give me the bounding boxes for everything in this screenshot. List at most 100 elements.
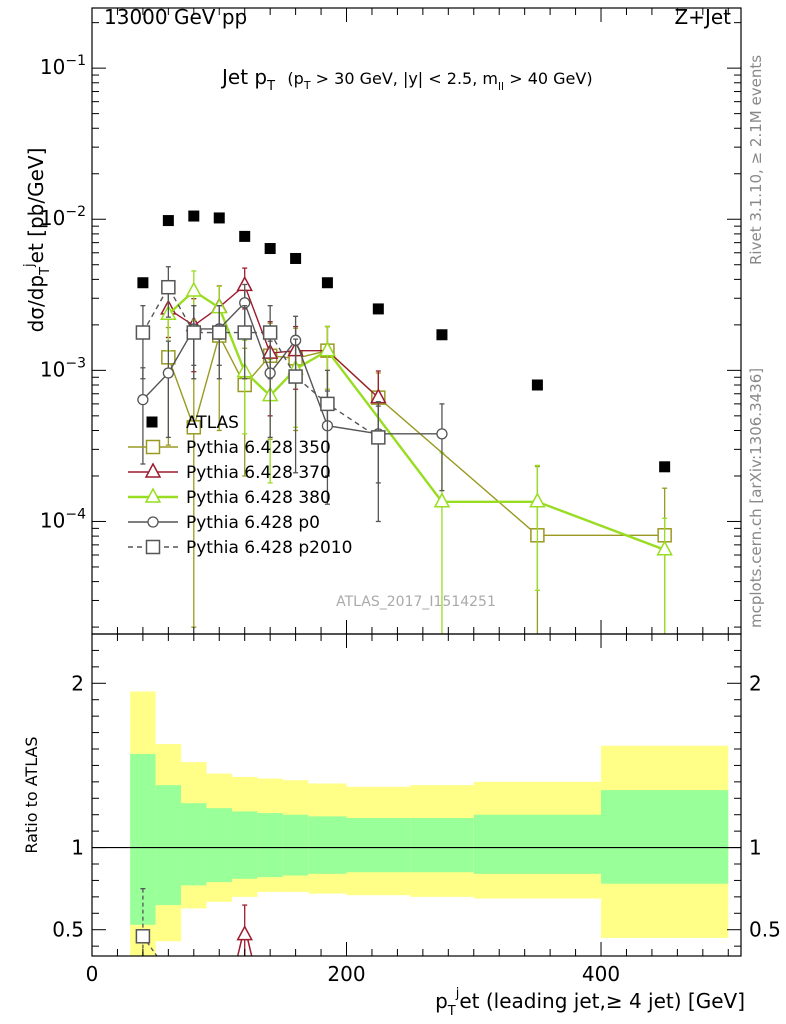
main-y-tick-label: 10−2 xyxy=(40,204,86,230)
legend-label: Pythia 6.428 380 xyxy=(186,488,331,508)
main-y-axis-label: dσ/dpTjet [pb/GeV] xyxy=(22,148,53,333)
plot-title-rest2: > 30 GeV, |y| < 2.5, m xyxy=(311,69,498,88)
atlas-data-point xyxy=(659,461,671,473)
atlas-data-point xyxy=(137,277,149,289)
legend-item: Pythia 6.428 p2010 xyxy=(128,538,352,558)
data-point xyxy=(262,325,278,340)
stat-uncertainty-band-bin xyxy=(181,803,207,886)
series-line xyxy=(142,301,442,435)
legend-item: Pythia 6.428 p0 xyxy=(128,513,320,533)
main-y-tick-label: 10−3 xyxy=(40,355,86,381)
legend-label: Pythia 6.428 p0 xyxy=(186,513,320,533)
x-tick-label: 200 xyxy=(327,962,365,986)
mcplots-label: mcplots.cern.ch [arXiv:1306.3436] xyxy=(747,368,765,628)
main-y-tick-label: 10−1 xyxy=(40,53,86,79)
ratio-y-tick-label-right: 0.5 xyxy=(749,918,781,942)
axes xyxy=(91,7,742,957)
plot-title-main: Jet p xyxy=(220,65,267,89)
ratio-bands xyxy=(92,691,741,956)
ratio-pythia-6-428-370 xyxy=(236,904,253,957)
data-point xyxy=(186,325,202,340)
legend-item-atlas: ATLAS xyxy=(146,413,239,433)
ratio-y-tick-label-left: 1 xyxy=(71,836,84,860)
stat-uncertainty-band-bin xyxy=(231,811,258,879)
legend-label: Pythia 6.428 350 xyxy=(186,438,331,458)
atlas-data-point xyxy=(321,277,333,289)
ratio-y-tick-label-right: 1 xyxy=(749,836,762,860)
ratio-y-axis-label: Ratio to ATLAS xyxy=(22,736,41,853)
atlas-data-point xyxy=(239,230,251,242)
header-right: Z+Jet xyxy=(674,5,731,29)
svg-text:Jet pT (pT > 30 GeV, |y|: Jet pT (pT > 30 GeV, |y| < 2.5, mll > 40… xyxy=(220,65,593,95)
ticks: 10−4 10−3 10−2 10−1 0 200 400 0.5 0.5 1 1 2 2 xyxy=(40,8,781,986)
series-line xyxy=(142,285,379,438)
data-point xyxy=(288,369,303,384)
plot-title-rest: (p xyxy=(287,69,303,88)
legend-item: Pythia 6.428 350 xyxy=(128,438,331,458)
stat-uncertainty-band-bin xyxy=(282,814,309,876)
atlas-data-point xyxy=(162,215,174,227)
header-left: 13000 GeV pp xyxy=(104,5,247,29)
series-atlas-data xyxy=(137,210,671,473)
legend-label: Pythia 6.428 370 xyxy=(186,463,331,483)
ratio-plot-marks xyxy=(135,887,253,957)
ratio-y-tick-label-left: 0.5 xyxy=(52,918,84,942)
data-point xyxy=(137,393,149,406)
legend-marker xyxy=(146,416,158,428)
atlas-data-point xyxy=(188,210,200,222)
data-point xyxy=(371,430,386,445)
main-y-tick-label: 10−4 xyxy=(40,506,86,532)
legend: ATLAS Pythia 6.428 350 Pythia 6.428 370 Pyt… xyxy=(128,413,352,558)
ratio-frame xyxy=(91,633,742,957)
data-point xyxy=(529,492,546,508)
plot-title: Jet pT (pT > 30 GeV, |y| < 2.5, mll > 40… xyxy=(220,65,593,95)
ratio-data-point xyxy=(135,929,151,944)
main-plot-marks xyxy=(135,210,673,634)
legend-marker xyxy=(144,462,162,478)
x-tick-label: 0 xyxy=(86,962,99,986)
data-point xyxy=(162,367,175,379)
stat-uncertainty-band-bin xyxy=(473,814,602,874)
atlas-data-point xyxy=(531,379,543,391)
data-point xyxy=(212,325,227,340)
ratio-y-tick-label-left: 2 xyxy=(71,671,84,695)
legend-item: Pythia 6.428 380 xyxy=(128,487,331,508)
data-point xyxy=(433,492,451,508)
legend-label: Pythia 6.428 p2010 xyxy=(186,538,352,558)
stat-uncertainty-band-bin xyxy=(257,813,283,878)
stat-uncertainty-band-bin xyxy=(410,818,474,873)
data-point xyxy=(436,428,448,440)
stat-uncertainty-band-bin xyxy=(346,818,411,873)
atlas-data-point xyxy=(372,303,384,315)
stat-uncertainty-band-bin xyxy=(155,785,182,906)
data-point xyxy=(656,540,673,556)
data-point xyxy=(161,279,176,295)
x-axis-label: pTjet (leading jet,≥ 4 jet) [GeV] xyxy=(435,986,745,1019)
ratio-data-point xyxy=(236,925,253,941)
x-tick-label: 400 xyxy=(582,962,620,986)
stat-uncertainty-band-bin xyxy=(601,790,729,884)
data-point xyxy=(185,281,203,297)
ratio-y-tick-label-right: 2 xyxy=(749,671,762,695)
plot-title-rest-sub: T xyxy=(303,79,311,92)
data-point xyxy=(319,341,336,357)
atlas-data-point xyxy=(436,329,448,341)
series-line xyxy=(167,284,379,399)
legend-marker xyxy=(145,539,161,555)
data-point xyxy=(135,325,151,340)
stat-uncertainty-band-bin xyxy=(206,808,232,883)
analysis-label: ATLAS_2017_I1514251 xyxy=(336,594,496,610)
data-point xyxy=(237,325,252,340)
legend-item: Pythia 6.428 370 xyxy=(128,462,331,483)
atlas-data-point xyxy=(213,212,225,224)
ratio-pythia-6-428-p2010 xyxy=(135,887,158,957)
plot-title-rest3: > 40 GeV) xyxy=(504,69,592,88)
legend-marker xyxy=(145,439,161,455)
data-point xyxy=(320,396,335,412)
stat-uncertainty-band-bin xyxy=(308,816,347,874)
legend-marker xyxy=(147,516,159,528)
series-pythia-6-428-p2010 xyxy=(135,266,386,523)
plot-title-main-sub: T xyxy=(266,79,275,94)
rivet-label: Rivet 3.1.10, ≥ 2.1M events xyxy=(747,55,765,265)
